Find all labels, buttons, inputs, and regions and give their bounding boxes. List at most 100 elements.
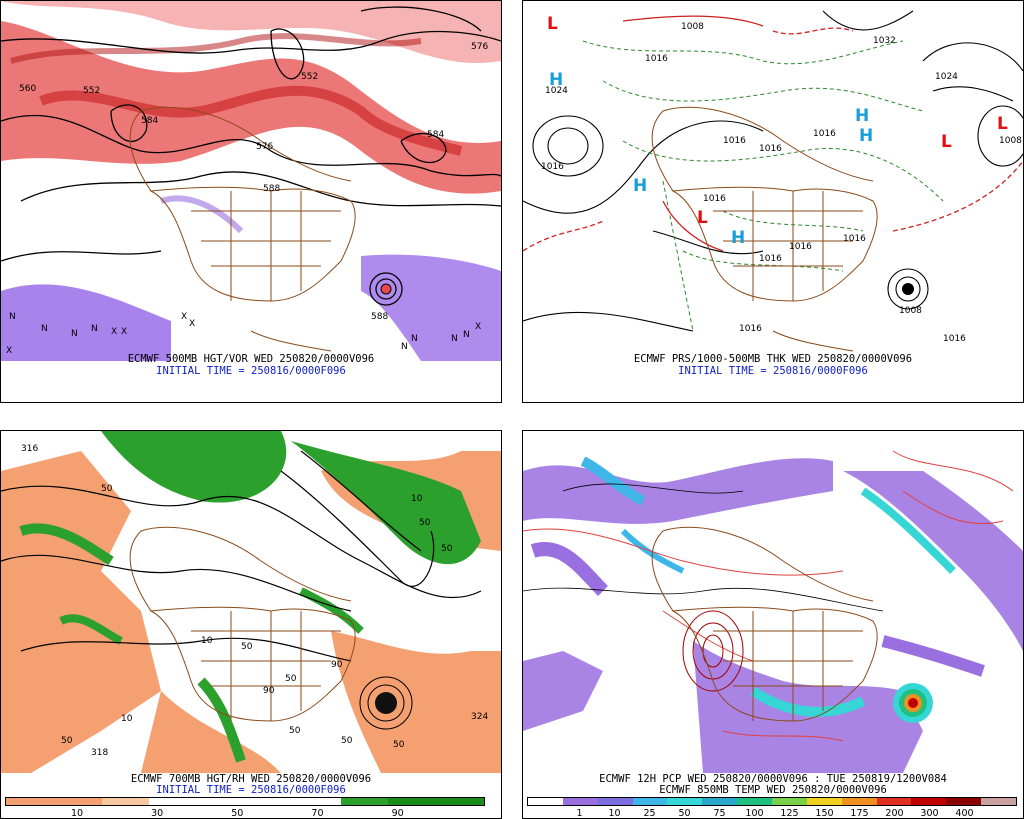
- svg-text:1008: 1008: [899, 306, 922, 316]
- pcp-colorbar: [527, 797, 1017, 806]
- svg-text:1032: 1032: [873, 36, 896, 46]
- svg-text:X: X: [121, 327, 127, 337]
- svg-text:L: L: [547, 14, 558, 34]
- colorbar-label: 1: [576, 808, 583, 819]
- colorbar-swatch: [149, 798, 198, 805]
- colorbar-swatch: [772, 798, 807, 805]
- colorbar-swatch: [528, 798, 563, 805]
- caption-line1: ECMWF 500MB HGT/VOR WED 250820/0000V096: [127, 353, 375, 365]
- colorbar-swatch: [946, 798, 982, 805]
- svg-text:10: 10: [201, 636, 213, 646]
- svg-text:50: 50: [393, 740, 405, 750]
- colorbar-swatch: [632, 798, 668, 805]
- colorbar-swatch: [388, 798, 437, 805]
- svg-text:1016: 1016: [789, 242, 812, 252]
- svg-text:552: 552: [83, 86, 100, 96]
- colorbar-label: 70: [311, 808, 324, 819]
- svg-text:50: 50: [241, 642, 253, 652]
- svg-text:X: X: [189, 319, 195, 329]
- svg-text:H: H: [633, 176, 647, 196]
- colorbar-swatch: [197, 798, 245, 805]
- colorbar-label: 90: [391, 808, 404, 819]
- colorbar-swatch: [292, 798, 341, 805]
- colorbar-swatch: [340, 798, 389, 805]
- colorbar-label: 175: [850, 808, 869, 819]
- panel-sfc-prs-thk: 1008 1024 1016 1016 1016 1016 1032 1024 …: [522, 0, 1024, 403]
- caption-line2: ECMWF 850MB TEMP WED 250820/0000V096: [659, 784, 887, 796]
- colorbar-swatch: [436, 798, 484, 805]
- svg-text:584: 584: [427, 130, 444, 140]
- svg-text:X: X: [181, 312, 187, 322]
- colorbar-label: 50: [678, 808, 691, 819]
- svg-text:584: 584: [141, 116, 158, 126]
- svg-text:N: N: [41, 324, 48, 334]
- svg-text:L: L: [697, 208, 708, 228]
- svg-text:H: H: [731, 228, 745, 248]
- colorbar-swatch: [841, 798, 877, 805]
- svg-text:H: H: [859, 126, 873, 146]
- colorbar-swatch: [911, 798, 947, 805]
- caption-line1: ECMWF 700MB HGT/RH WED 250820/0000V096: [130, 773, 372, 785]
- svg-text:N: N: [451, 334, 458, 344]
- colorbar-label: 400: [955, 808, 974, 819]
- svg-text:1016: 1016: [723, 136, 746, 146]
- map-500mb: 552 584 576 588 552 584 576 588 560 NN N …: [1, 1, 501, 361]
- svg-text:X: X: [111, 327, 117, 337]
- svg-text:L: L: [941, 132, 952, 152]
- svg-text:1016: 1016: [645, 54, 668, 64]
- colorbar-label: 10: [70, 808, 84, 819]
- svg-text:N: N: [401, 342, 408, 352]
- svg-text:1024: 1024: [545, 86, 568, 96]
- svg-text:N: N: [463, 330, 470, 340]
- colorbar-label: 200: [885, 808, 904, 819]
- map-700mb: 316 50 10 50 50 10 50 90 50 10 50 50 90 …: [1, 431, 501, 773]
- svg-text:1016: 1016: [541, 162, 564, 172]
- svg-text:1016: 1016: [739, 324, 762, 334]
- svg-text:1016: 1016: [813, 129, 836, 139]
- svg-text:10: 10: [411, 494, 423, 504]
- caption-line2: INITIAL TIME = 250816/0000F096: [678, 365, 868, 377]
- colorbar-swatch: [876, 798, 912, 805]
- colorbar-swatch: [702, 798, 738, 805]
- colorbar-label: 10: [608, 808, 621, 819]
- caption-line2: INITIAL TIME = 250816/0000F096: [156, 784, 346, 796]
- svg-text:1016: 1016: [759, 144, 782, 154]
- map-sfc-prs: 1008 1024 1016 1016 1016 1016 1032 1024 …: [523, 1, 1023, 361]
- colorbar-swatch: [244, 798, 293, 805]
- svg-text:1024: 1024: [935, 72, 958, 82]
- svg-text:1016: 1016: [843, 234, 866, 244]
- map-pcp: [523, 431, 1023, 773]
- svg-text:N: N: [71, 329, 78, 339]
- svg-text:588: 588: [263, 184, 280, 194]
- svg-text:1008: 1008: [681, 22, 704, 32]
- svg-text:316: 316: [21, 444, 38, 454]
- svg-text:H: H: [855, 106, 869, 126]
- colorbar-swatch: [101, 798, 150, 805]
- svg-text:1008: 1008: [999, 136, 1022, 146]
- colorbar-swatch: [53, 798, 102, 805]
- caption-line1: ECMWF PRS/1000-500MB THK WED 250820/0000…: [633, 353, 913, 365]
- svg-text:1016: 1016: [703, 194, 726, 204]
- svg-text:50: 50: [101, 484, 113, 494]
- caption-line2: INITIAL TIME = 250816/0000F096: [156, 365, 346, 377]
- colorbar-label: 50: [231, 808, 244, 819]
- colorbar-swatch: [981, 798, 1017, 805]
- caption-line1: ECMWF 12H PCP WED 250820/0000V096 : TUE …: [599, 773, 947, 785]
- svg-text:1016: 1016: [759, 254, 782, 264]
- svg-text:10: 10: [121, 714, 133, 724]
- svg-text:50: 50: [419, 518, 431, 528]
- colorbar-label: 25: [643, 808, 656, 819]
- svg-text:N: N: [9, 312, 16, 322]
- svg-text:N: N: [91, 324, 98, 334]
- panel-12h-pcp-850-temp: ECMWF 12H PCP WED 250820/0000V096 : TUE …: [522, 430, 1024, 819]
- svg-text:50: 50: [341, 736, 353, 746]
- svg-text:N: N: [411, 334, 418, 344]
- svg-text:50: 50: [441, 544, 453, 554]
- svg-text:576: 576: [471, 42, 488, 52]
- svg-text:552: 552: [301, 72, 318, 82]
- colorbar-label: 75: [713, 808, 726, 819]
- svg-text:588: 588: [371, 312, 388, 322]
- svg-text:576: 576: [256, 142, 273, 152]
- svg-text:L: L: [997, 114, 1008, 134]
